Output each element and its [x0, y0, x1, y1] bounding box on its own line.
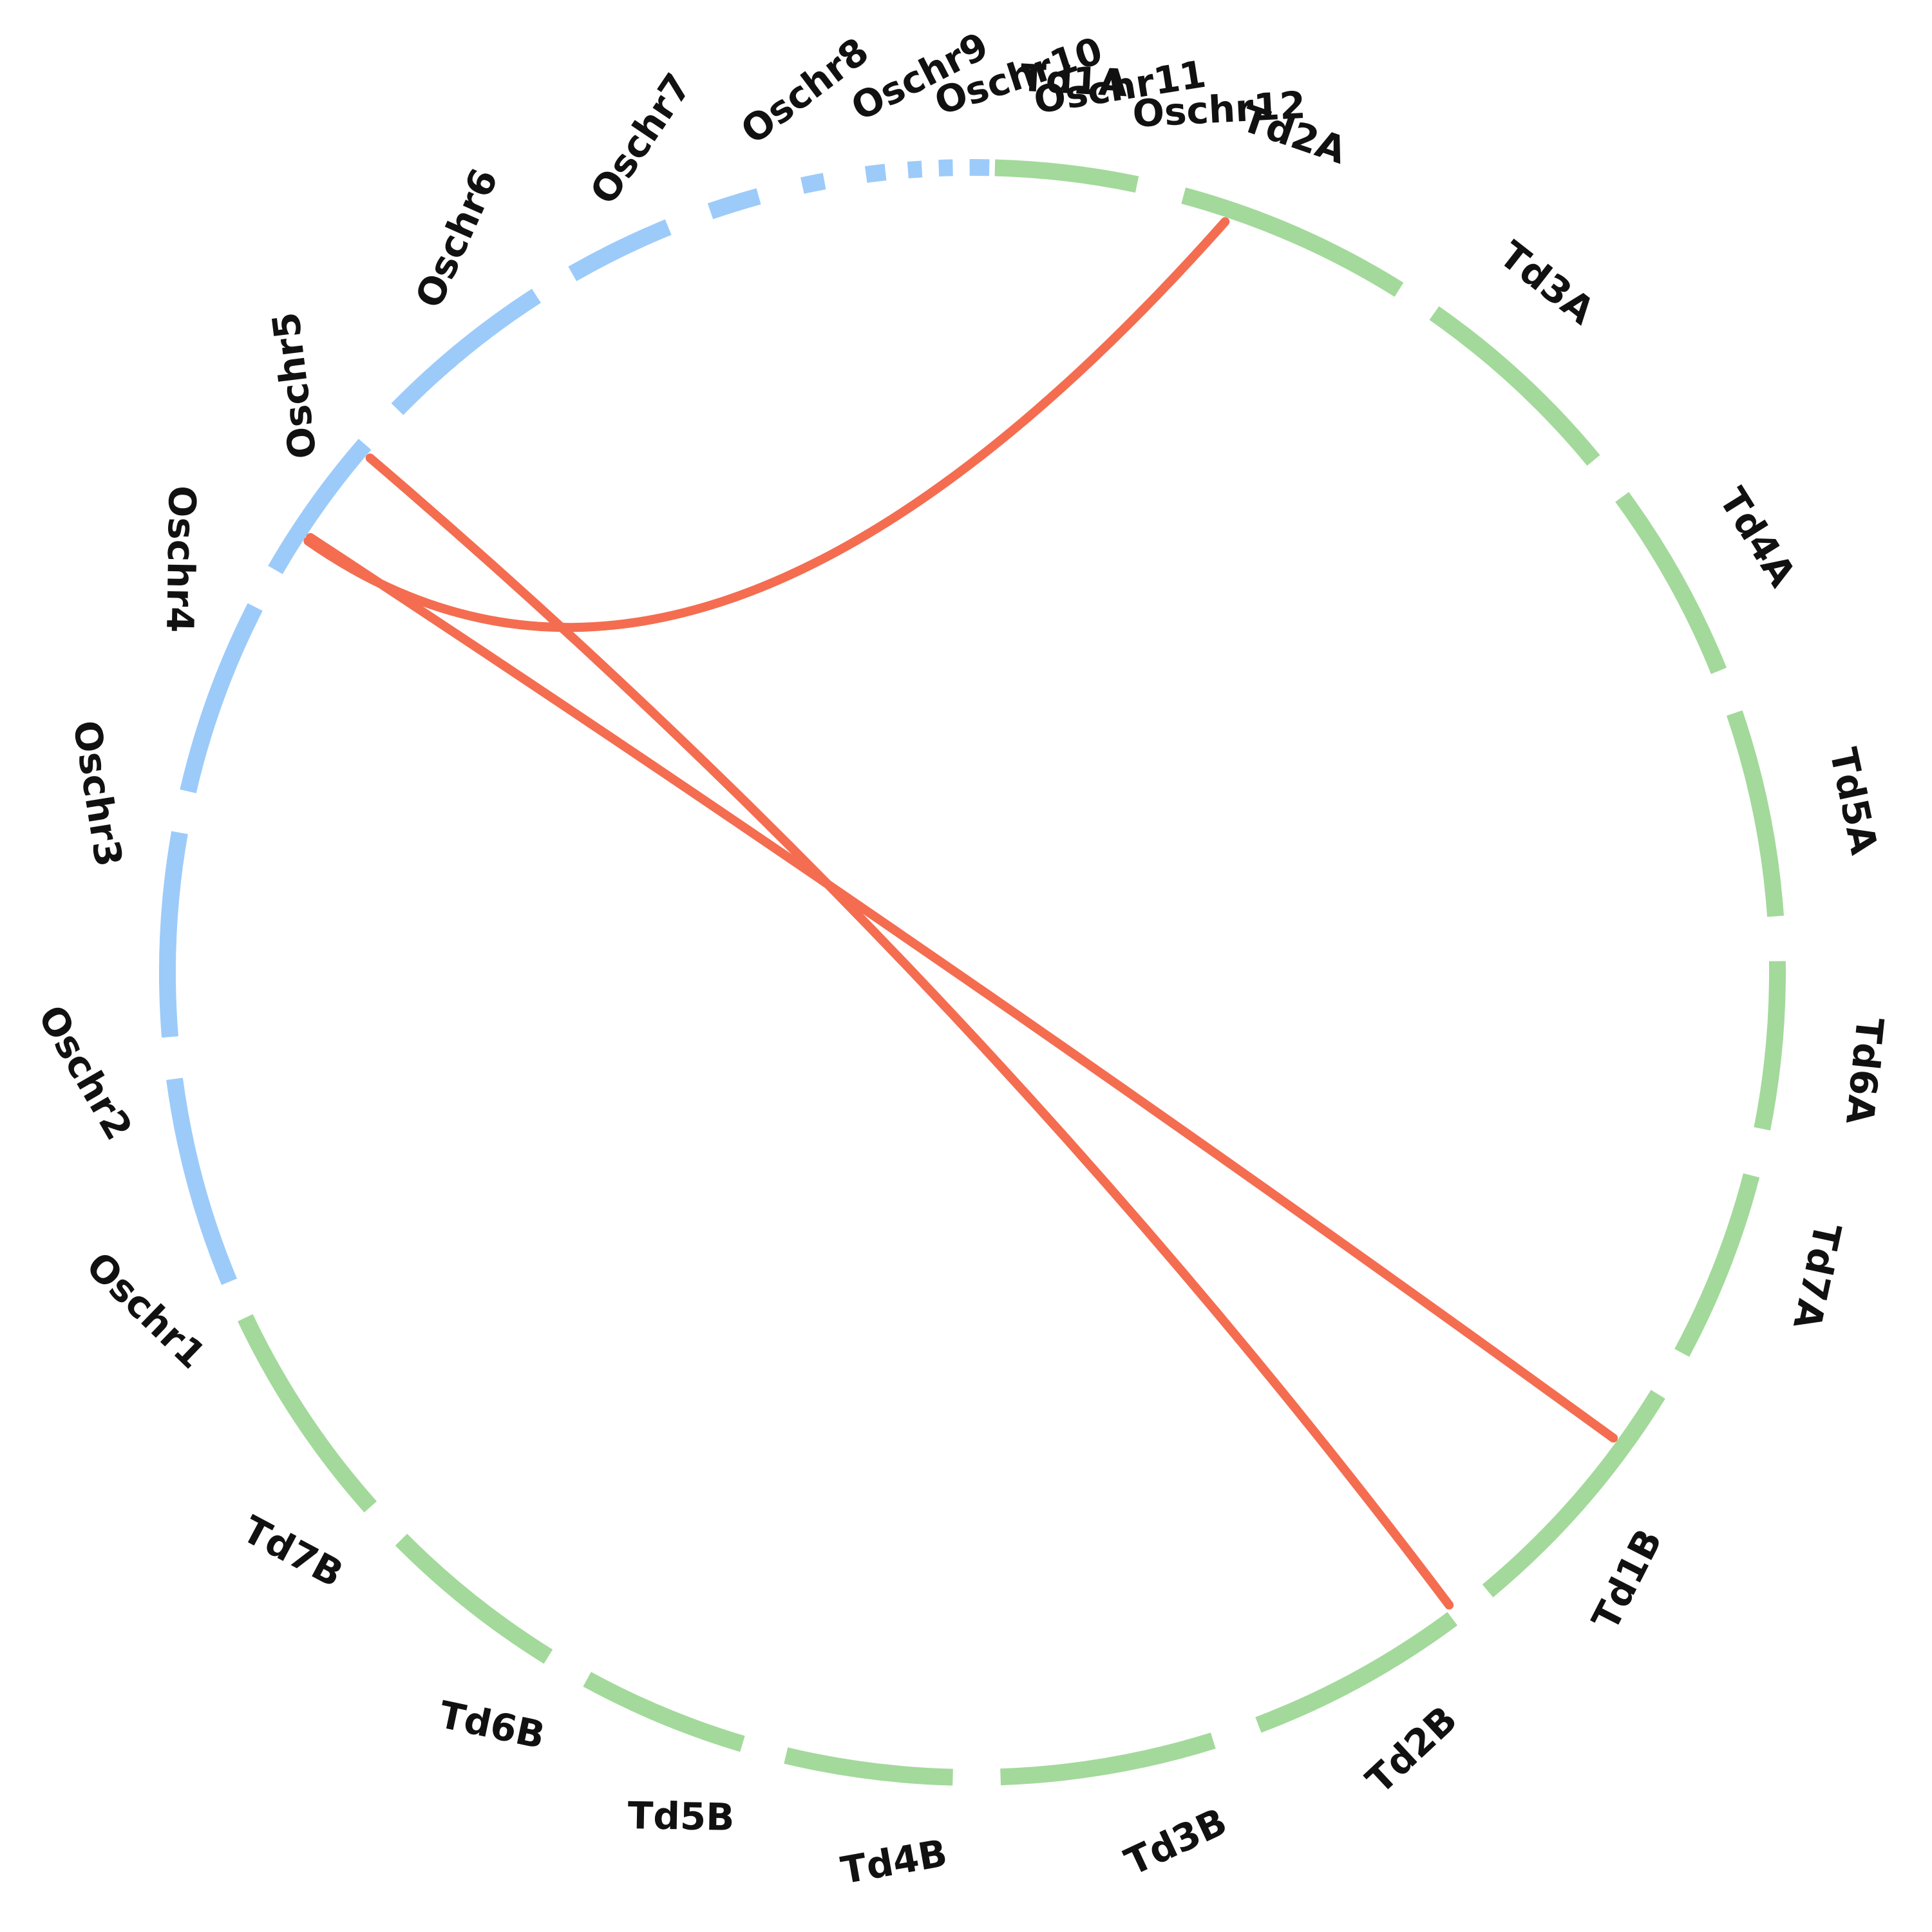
segment-oschr7	[707, 188, 761, 220]
label-td2b: Td2B	[1358, 1698, 1466, 1803]
segment-oschr5	[391, 289, 541, 415]
label-td5b: Td5B	[627, 1794, 735, 1839]
label-td6a: Td6A	[1837, 1016, 1892, 1127]
chromosome-ring	[159, 158, 1786, 1786]
segment-td1a	[994, 159, 1139, 193]
segment-td5b	[583, 1672, 745, 1752]
segment-oschr1	[166, 1077, 238, 1285]
label-oschr7: Oschr7	[582, 66, 700, 212]
label-oschr6: Oschr6	[407, 162, 507, 314]
segment-td2b	[1255, 1612, 1458, 1733]
segment-oschr2	[159, 831, 188, 1038]
label-td7a: Td7A	[1785, 1219, 1850, 1333]
label-oschr4: Oschr4	[158, 485, 204, 633]
link-oschr8-td3b	[365, 453, 1454, 1610]
links-layer	[303, 217, 1618, 1610]
link-oschr7-td2a	[303, 217, 1230, 632]
segment-oschr8	[800, 173, 826, 194]
chromosome-labels: Td1ATd2ATd3ATd4ATd5ATd6ATd7ATd1BTd2BTd3B…	[30, 24, 1892, 1893]
segment-td4a	[1615, 492, 1727, 674]
segment-td3b	[1000, 1732, 1216, 1786]
segment-oschr3	[180, 603, 263, 793]
label-oschr3: Oschr3	[64, 717, 131, 869]
segment-td4b	[784, 1747, 953, 1786]
label-oschr2: Oschr2	[30, 998, 141, 1148]
segment-td6a	[1754, 961, 1786, 1131]
segment-td1b	[1482, 1390, 1665, 1598]
label-oschr1: Oschr1	[78, 1244, 214, 1378]
label-td1a: Td1A	[1019, 56, 1129, 106]
segment-td5a	[1726, 710, 1784, 917]
label-td4a: Td4A	[1710, 480, 1804, 594]
label-oschr12: Oschr12	[1132, 83, 1307, 136]
label-td4b: Td4B	[838, 1831, 951, 1893]
segment-td7a	[1674, 1173, 1760, 1357]
segment-oschr9	[864, 164, 887, 183]
label-oschr5: Oschr5	[263, 310, 325, 461]
segment-td7b	[238, 1314, 377, 1513]
label-td3a: Td3A	[1492, 232, 1603, 333]
segment-oschr10	[907, 160, 923, 178]
segment-oschr4	[268, 439, 372, 574]
label-td7b: Td7B	[236, 1507, 350, 1596]
label-td3b: Td3B	[1118, 1799, 1233, 1884]
label-td1b: Td1B	[1584, 1522, 1671, 1636]
link-oschr7-td2b	[306, 533, 1618, 1443]
segment-oschr6	[568, 219, 672, 281]
label-td5a: Td5A	[1821, 744, 1886, 858]
label-td6b: Td6B	[435, 1692, 549, 1757]
segment-td6b	[395, 1533, 553, 1664]
segment-oschr11	[938, 159, 953, 177]
segment-td2a	[1181, 187, 1404, 297]
segment-td3a	[1429, 306, 1600, 466]
